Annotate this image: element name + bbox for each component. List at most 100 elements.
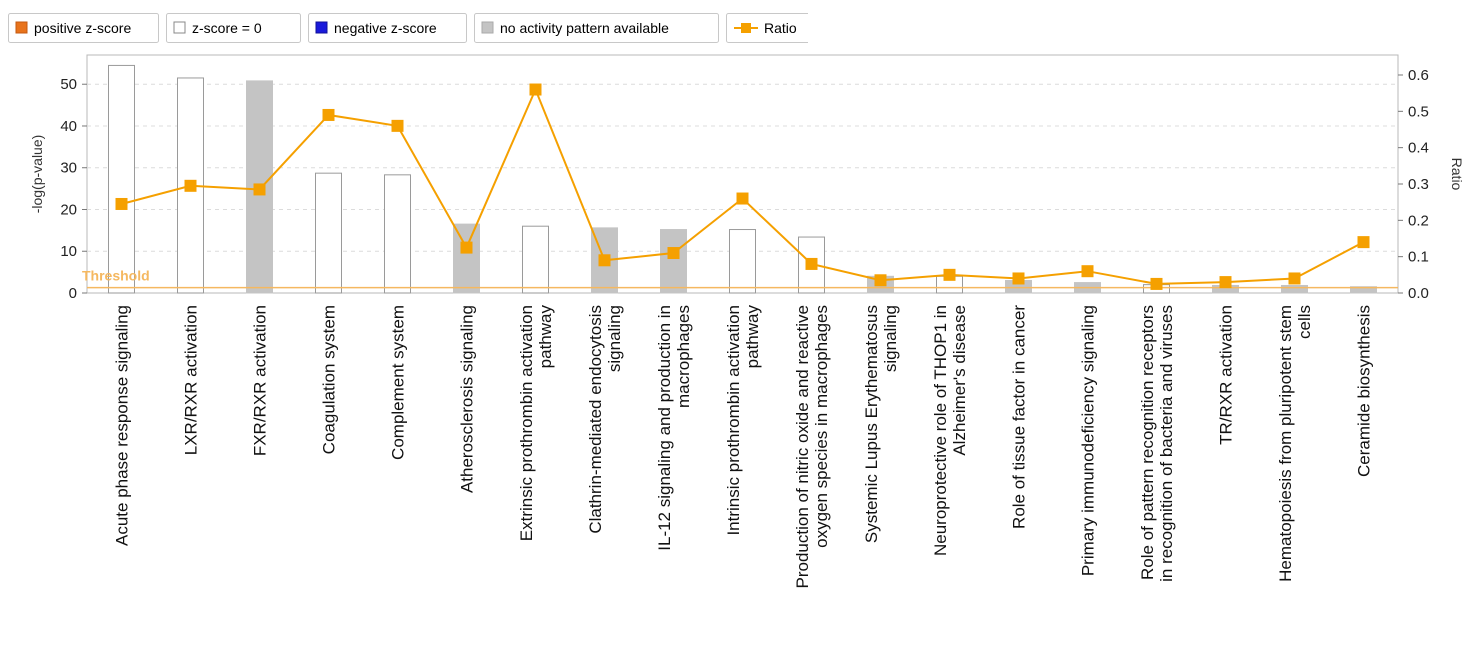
legend-item: negative z-score — [308, 13, 467, 43]
x-tick-label: Primary immunodeficiency signaling — [1079, 305, 1098, 576]
legend-item-box — [308, 13, 467, 43]
bar — [729, 229, 756, 294]
legend-label: z-score = 0 — [192, 20, 262, 36]
bar — [1350, 286, 1377, 294]
bar — [108, 64, 135, 294]
x-tick-label: Acute phase response signaling — [113, 305, 132, 546]
x-tick-label-line: Role of tissue factor in cancer — [1010, 305, 1029, 529]
legend-label: negative z-score — [334, 20, 437, 36]
legend-label: Ratio — [764, 20, 797, 36]
y-tick-label: 10 — [60, 243, 77, 260]
y2-tick-label: 0.6 — [1408, 67, 1429, 84]
x-tick-label: Production of nitric oxide and reactive o… — [793, 305, 831, 589]
ratio-point — [598, 254, 611, 267]
y-tick-label: 20 — [60, 201, 77, 218]
bar — [522, 225, 549, 294]
y2-tick-label: 0.4 — [1408, 140, 1429, 157]
x-tick-label-line: LXR/RXR activation — [182, 305, 201, 455]
x-tick-label-line: cells — [1295, 305, 1314, 339]
ratio-point — [253, 183, 266, 196]
legend-label: positive z-score — [34, 20, 131, 36]
x-tick-label-line: oxygen species in macrophages — [812, 305, 831, 548]
ratio-point — [1219, 276, 1232, 289]
ratio-point — [943, 268, 956, 281]
ratio-point — [1081, 265, 1094, 278]
ratio-point — [1288, 272, 1301, 285]
legend-ratio-marker — [741, 23, 751, 33]
ratio-point — [1012, 272, 1025, 285]
y2-tick-label: 0.2 — [1408, 212, 1429, 229]
ratio-point — [667, 247, 680, 260]
x-tick-label: Role of tissue factor in cancer — [1010, 305, 1029, 529]
legend-item-box — [726, 13, 808, 43]
legend-swatch — [481, 21, 494, 34]
legend-item-box — [8, 13, 159, 43]
x-tick-label-line: Coagulation system — [320, 305, 339, 454]
x-tick-label: FXR/RXR activation — [251, 305, 270, 456]
x-tick-label-line: Alzheimer's disease — [950, 305, 969, 456]
x-tick-label: Role of pattern recognition receptors in … — [1138, 305, 1176, 582]
legend-label: no activity pattern available — [500, 20, 669, 36]
ratio-point — [322, 108, 335, 121]
x-tick-label-line: Atherosclerosis signaling — [458, 305, 477, 493]
bar — [453, 223, 480, 294]
ratio-point — [1150, 277, 1163, 290]
x-tick-label-line: Role of pattern recognition receptors — [1138, 305, 1157, 580]
x-tick-label-line: in recognition of bacteria and viruses — [1157, 305, 1176, 582]
x-tick-label: Extrinsic prothrombin activation pathway — [517, 305, 555, 542]
x-tick-label-line: Complement system — [389, 305, 408, 460]
x-tick-label-line: Hematopoiesis from pluripotent stem — [1276, 305, 1295, 582]
x-tick-label: Neuroprotective role of THOP1 in Alzheime… — [931, 305, 969, 556]
x-tick-label: Coagulation system — [320, 305, 339, 454]
x-tick-label-line: Ceramide biosynthesis — [1355, 305, 1374, 477]
x-tick-label-line: Production of nitric oxide and reactive — [793, 305, 812, 589]
legend-item-box — [474, 13, 719, 43]
x-tick-label-line: signaling — [605, 305, 624, 372]
x-tick-label-line: Clathrin-mediated endocytosis — [586, 305, 605, 534]
x-tick-label-line: Systemic Lupus Erythematosus — [862, 305, 881, 543]
legend-item: Ratio — [726, 13, 808, 43]
bar — [1281, 284, 1308, 294]
y-tick-label: 0 — [69, 285, 77, 302]
ratio-point — [529, 83, 542, 96]
x-tick-label: LXR/RXR activation — [182, 305, 201, 455]
x-tick-label: Clathrin-mediated endocytosis signaling — [586, 305, 624, 534]
y2-tick-label: 0.0 — [1408, 285, 1429, 302]
legend-item: positive z-score — [8, 13, 159, 43]
x-tick-label-line: Primary immunodeficiency signaling — [1079, 305, 1098, 576]
legend: positive z-score z-score = 0 negative z-sc… — [8, 13, 808, 43]
ratio-point — [874, 274, 887, 287]
legend-swatch — [15, 21, 28, 34]
x-tick-label: Atherosclerosis signaling — [458, 305, 477, 493]
ratio-point — [736, 192, 749, 205]
x-tick-label-line: Neuroprotective role of THOP1 in — [931, 305, 950, 556]
ratio-point — [805, 257, 818, 270]
x-tick-label: Hematopoiesis from pluripotent stem cells — [1276, 305, 1314, 582]
x-tick-label: Intrinsic prothrombin activation pathway — [724, 305, 762, 536]
y2-tick-label: 0.3 — [1408, 176, 1429, 193]
y2-tick-label: 0.1 — [1408, 249, 1429, 266]
ratio-point — [391, 119, 404, 132]
x-tick-label-line: Extrinsic prothrombin activation — [517, 305, 536, 541]
y-axis-title: -log(p-value) — [29, 135, 45, 214]
legend-swatch — [173, 21, 186, 34]
legend-item: z-score = 0 — [166, 13, 301, 43]
x-tick-label-line: IL-12 signaling and production in — [655, 305, 674, 551]
threshold-label: Threshold — [82, 268, 150, 284]
ratio-point — [115, 197, 128, 210]
x-tick-label-line: signaling — [881, 305, 900, 372]
y2-tick-label: 0.5 — [1408, 103, 1429, 120]
y-tick-label: 40 — [60, 118, 77, 135]
x-tick-label-line: Acute phase response signaling — [113, 305, 132, 546]
x-tick-label-line: TR/RXR activation — [1217, 305, 1236, 445]
y2-axis-title: Ratio — [1449, 158, 1465, 191]
x-tick-label-line: macrophages — [674, 305, 693, 408]
x-tick-label-line: Intrinsic prothrombin activation — [724, 305, 743, 536]
x-tick-label: IL-12 signaling and production in macroph… — [655, 305, 693, 551]
ratio-point — [460, 241, 473, 254]
x-tick-label: TR/RXR activation — [1217, 305, 1236, 445]
ratio-point — [1357, 236, 1370, 249]
legend-swatch — [315, 21, 328, 34]
legend-item-box — [166, 13, 301, 43]
y-tick-label: 50 — [60, 76, 77, 93]
